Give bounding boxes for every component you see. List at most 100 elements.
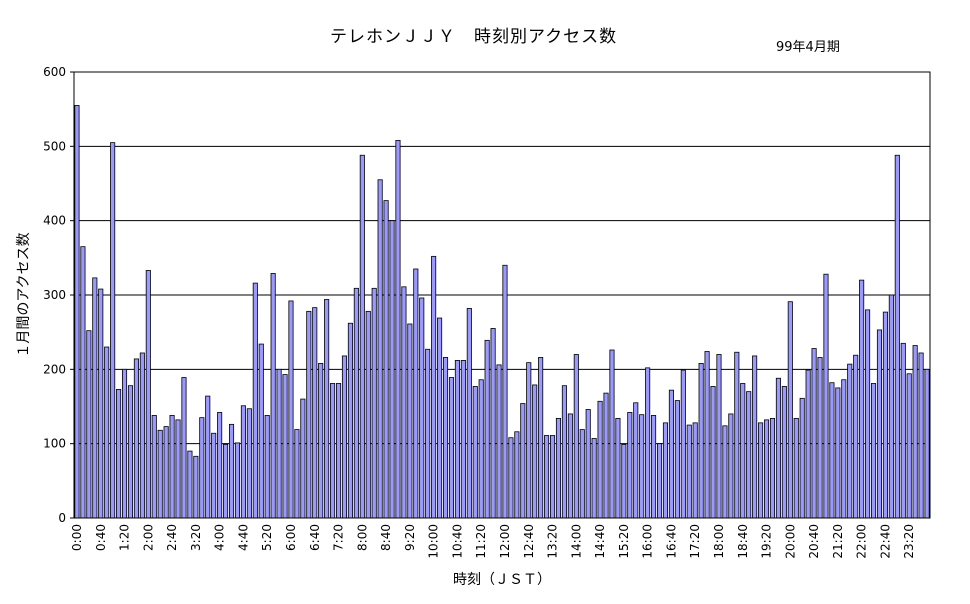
x-tick-label: 4:00 bbox=[213, 524, 227, 551]
x-tick-label: 13:20 bbox=[546, 524, 560, 559]
bar bbox=[365, 310, 371, 519]
bar bbox=[651, 415, 657, 519]
x-tick-label: 14:40 bbox=[593, 524, 607, 559]
bar bbox=[692, 422, 698, 519]
bar bbox=[906, 373, 912, 519]
bar bbox=[318, 362, 324, 519]
bar bbox=[627, 412, 633, 519]
x-tick-label: 6:40 bbox=[308, 524, 322, 551]
x-tick-label: 6:00 bbox=[284, 524, 298, 551]
x-tick-label: 3:20 bbox=[189, 524, 203, 551]
bar bbox=[841, 379, 847, 519]
bar bbox=[817, 357, 823, 519]
bar bbox=[924, 368, 930, 519]
bar bbox=[270, 273, 276, 519]
x-tick-label: 19:20 bbox=[760, 524, 774, 559]
bar bbox=[532, 384, 538, 519]
bar bbox=[448, 377, 455, 519]
bar bbox=[793, 417, 799, 519]
x-tick-label: 16:00 bbox=[641, 524, 655, 559]
bar bbox=[157, 429, 163, 519]
bar bbox=[383, 200, 389, 519]
bar bbox=[300, 398, 306, 519]
bar bbox=[799, 397, 805, 519]
x-tick-label: 22:00 bbox=[855, 524, 869, 559]
bar bbox=[413, 268, 419, 519]
bar bbox=[585, 409, 591, 519]
x-tick-label: 10:40 bbox=[450, 524, 464, 559]
bar bbox=[187, 450, 193, 519]
bar bbox=[466, 307, 472, 519]
bar bbox=[442, 357, 449, 519]
x-tick-label: 17:20 bbox=[688, 524, 702, 559]
bar bbox=[234, 442, 241, 519]
bar bbox=[662, 422, 669, 519]
bar bbox=[330, 383, 336, 519]
bar bbox=[294, 429, 300, 519]
bar bbox=[603, 392, 609, 519]
x-tick-label: 5:20 bbox=[260, 524, 274, 551]
bar bbox=[859, 279, 865, 519]
x-tick-label: 22:40 bbox=[878, 524, 892, 559]
bar bbox=[371, 287, 377, 519]
x-tick-label: 16:40 bbox=[664, 524, 678, 559]
x-tick-label: 0:40 bbox=[94, 524, 108, 551]
gridlines bbox=[74, 145, 930, 445]
x-tick-label: 10:00 bbox=[427, 524, 441, 559]
bar bbox=[110, 142, 116, 519]
bar bbox=[437, 317, 443, 519]
bar bbox=[181, 377, 187, 519]
y-tick-label: 500 bbox=[43, 139, 66, 153]
bar bbox=[615, 417, 621, 519]
bar bbox=[484, 339, 490, 519]
bar bbox=[306, 310, 312, 519]
x-tick-label: 12:40 bbox=[522, 524, 536, 559]
bar bbox=[680, 369, 686, 519]
bar bbox=[609, 349, 615, 519]
bar bbox=[698, 362, 704, 519]
bar bbox=[549, 435, 556, 519]
bar bbox=[888, 294, 894, 519]
bar bbox=[882, 311, 888, 519]
bar bbox=[276, 368, 282, 519]
bar bbox=[639, 414, 645, 519]
x-tick-label: 20:40 bbox=[807, 524, 821, 559]
y-tick-label: 600 bbox=[43, 65, 66, 79]
bar bbox=[740, 383, 746, 519]
chart-subtitle: 99年4月期 bbox=[776, 40, 840, 55]
bar bbox=[490, 328, 496, 519]
bar bbox=[478, 379, 484, 519]
y-tick-label: 200 bbox=[43, 362, 66, 376]
bar bbox=[377, 179, 383, 519]
x-tick-label: 11:20 bbox=[474, 524, 488, 559]
bar bbox=[252, 282, 258, 519]
bar bbox=[335, 383, 342, 519]
y-tick-label: 300 bbox=[43, 288, 66, 302]
bar bbox=[847, 363, 853, 519]
bar bbox=[163, 426, 169, 519]
x-tick-label: 14:00 bbox=[569, 524, 583, 559]
bar bbox=[781, 386, 787, 519]
bar bbox=[205, 395, 211, 519]
bar bbox=[92, 277, 98, 519]
y-tick-label: 100 bbox=[43, 437, 66, 451]
bar bbox=[175, 419, 181, 519]
bar bbox=[775, 377, 781, 519]
bar bbox=[918, 352, 924, 519]
bar bbox=[240, 405, 246, 519]
bar bbox=[853, 354, 859, 519]
bar bbox=[80, 246, 86, 519]
bar bbox=[645, 367, 651, 519]
bar bbox=[121, 368, 128, 519]
x-tick-label: 8:00 bbox=[355, 524, 369, 551]
bar bbox=[876, 329, 883, 519]
bar bbox=[561, 385, 567, 519]
bar bbox=[133, 358, 139, 519]
bar bbox=[246, 408, 252, 519]
bar bbox=[223, 444, 229, 519]
bar bbox=[787, 301, 793, 519]
bar bbox=[324, 299, 330, 519]
x-tick-label: 8:40 bbox=[379, 524, 393, 551]
y-axis: 0 100 200 300 400 500 600 bbox=[43, 65, 74, 525]
